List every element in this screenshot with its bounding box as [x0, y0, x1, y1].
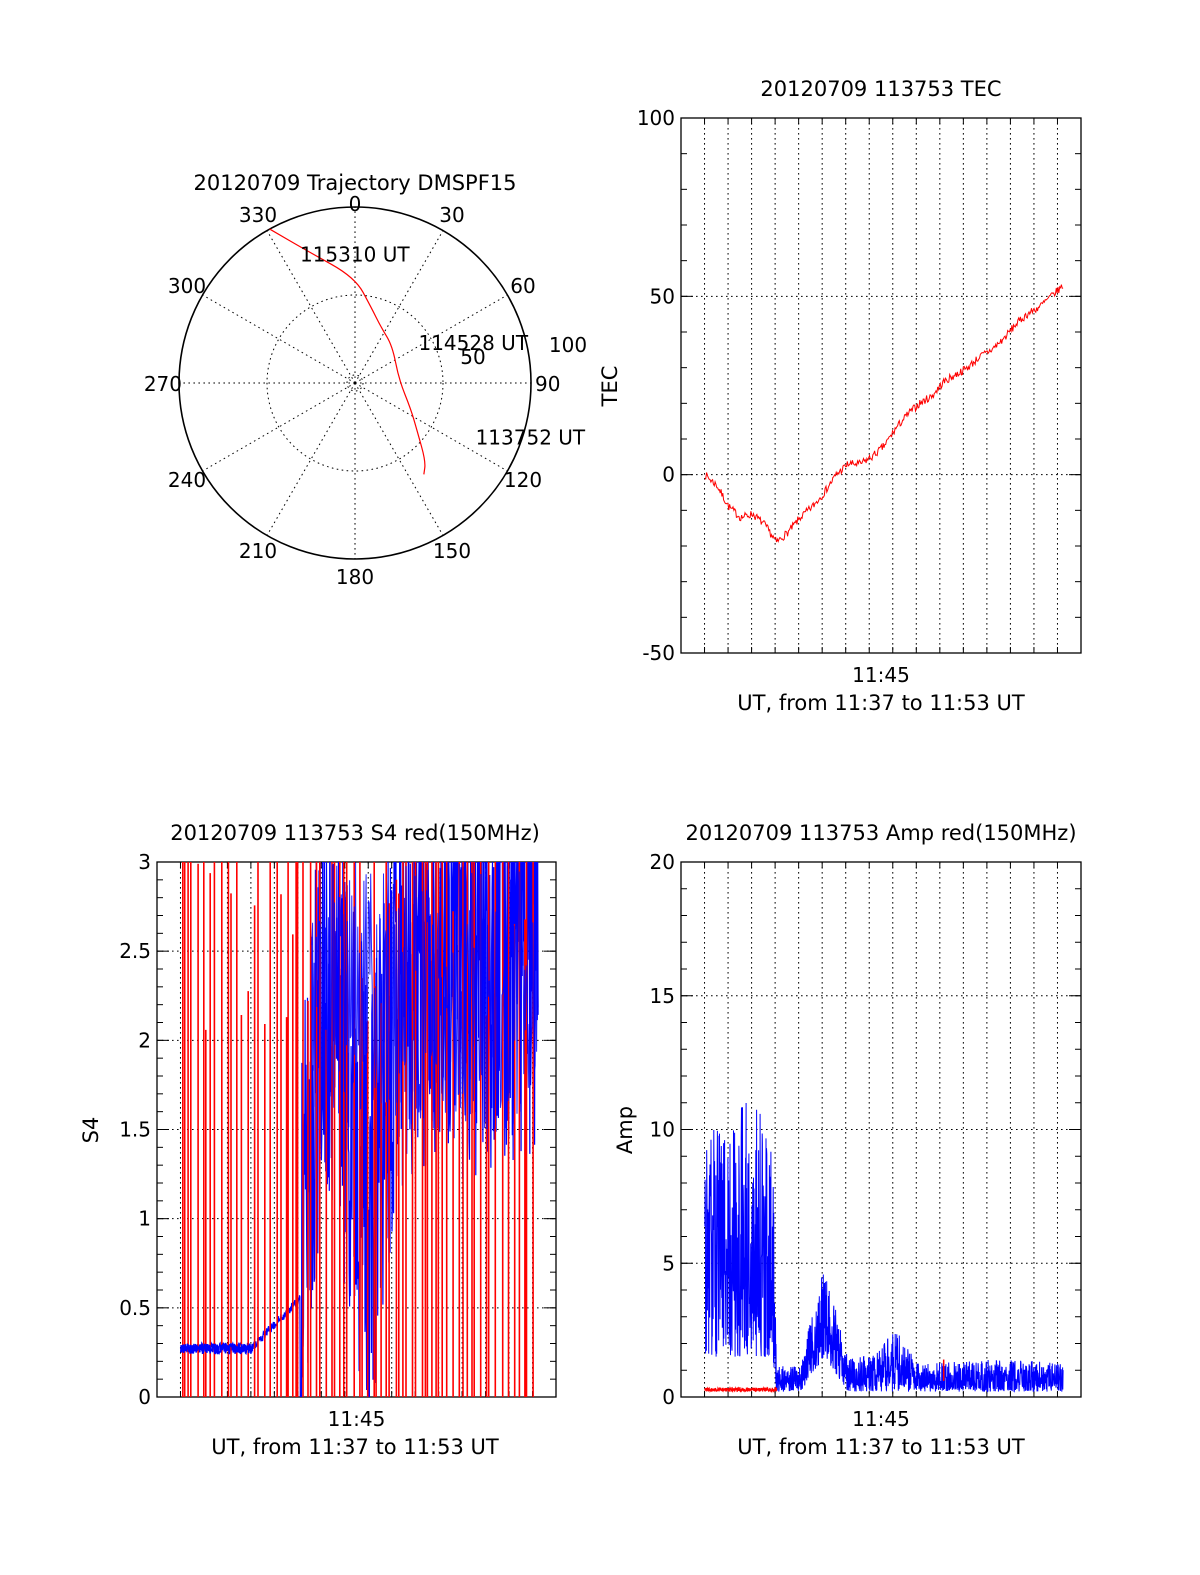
amp-line-chart: 20120709 113753 Amp red(150MHz) Amp UT, …: [613, 821, 1082, 1459]
polar-angle-tick-330: 330: [239, 203, 277, 227]
polar-angle-tick-120: 120: [504, 468, 542, 492]
tec-x-ticks: [704, 118, 1058, 653]
s4-red-series-line: [182, 862, 534, 1397]
polar-angle-tick-210: 210: [239, 539, 277, 563]
polar-annotations: 115310 UT 114528 UT 113752 UT: [300, 242, 586, 449]
s4-y-tick-label: 2: [138, 1028, 151, 1052]
amp-x-ticks: [704, 862, 1058, 1397]
amp-red-series-line: [704, 1386, 778, 1393]
s4-x-tick-label: 11:45: [328, 1407, 386, 1431]
s4-chart-title: 20120709 113753 S4 red(150MHz): [170, 821, 540, 845]
polar-ring-50: [266, 294, 444, 472]
amp-blue-series-line: [704, 1102, 1064, 1393]
trajectory-time-label-0: 115310 UT: [300, 242, 410, 266]
trajectory-line: [269, 228, 426, 475]
polar-plot-title: 20120709 Trajectory DMSPF15: [193, 171, 516, 195]
amp-y-tick-label: 0: [662, 1385, 675, 1409]
tec-chart-title: 20120709 113753 TEC: [760, 77, 1001, 101]
polar-angle-labels: 0 30 60 90 120 150 180 210 240 270 300 330 50 100: [144, 192, 587, 589]
amp-grid: [681, 862, 1081, 1397]
tec-x-axis-label: UT, from 11:37 to 11:53 UT: [737, 691, 1025, 715]
polar-angle-tick-60: 60: [510, 274, 535, 298]
amp-y-tick-label: 15: [650, 984, 675, 1008]
trajectory-time-label-1: 114528 UT: [418, 331, 528, 355]
s4-y-tick-label: 1.5: [119, 1118, 151, 1142]
s4-plot-area: [180, 862, 539, 1397]
s4-y-tick-label: 0: [138, 1385, 151, 1409]
tec-series-line: [704, 284, 1064, 544]
polar-outer-ring: [178, 206, 532, 560]
tec-plot-frame: [680, 117, 1082, 654]
s4-x-axis-label: UT, from 11:37 to 11:53 UT: [211, 1435, 499, 1459]
tec-y-axis-label: TEC: [598, 366, 622, 408]
polar-radial-tick-100: 100: [549, 333, 587, 357]
tec-line-chart: 20120709 113753 TEC TEC UT, from 11:37 t…: [598, 77, 1082, 715]
polar-spoke: [202, 294, 356, 384]
amp-x-tick-label: 11:45: [852, 1407, 910, 1431]
s4-blue-low-band: [180, 1341, 254, 1356]
polar-angle-tick-30: 30: [439, 203, 464, 227]
polar-spoke: [354, 382, 444, 536]
trajectory-polar-plot: 20120709 Trajectory DMSPF15 0 30 60 90 120 15…: [144, 171, 587, 589]
s4-y-tick-label: 3: [138, 850, 151, 874]
polar-angle-tick-90: 90: [535, 372, 560, 396]
s4-y-tick-label: 2.5: [119, 939, 151, 963]
polar-angle-tick-270: 270: [144, 372, 182, 396]
polar-angle-tick-180: 180: [336, 565, 374, 589]
amp-y-tick-label: 10: [650, 1118, 675, 1142]
tec-grid: [681, 118, 1081, 653]
amp-y-ticks: 0 5 10 15 20: [650, 850, 1081, 1409]
tec-y-ticks: -50 0 50 100: [637, 106, 1081, 665]
polar-angle-tick-300: 300: [168, 274, 206, 298]
tec-y-tick-label: -50: [642, 641, 675, 665]
tec-x-tick-label: 11:45: [852, 663, 910, 687]
polar-angle-tick-0: 0: [349, 192, 362, 216]
polar-spoke: [266, 382, 356, 536]
amp-y-tick-label: 5: [662, 1251, 675, 1275]
amp-y-axis-label: Amp: [613, 1106, 637, 1154]
s4-line-chart: 20120709 113753 S4 red(150MHz) S4 UT, fr…: [79, 821, 557, 1459]
tec-y-tick-label: 100: [637, 106, 675, 130]
s4-y-ticks: 0 0.5 1 1.5 2 2.5 3: [119, 850, 556, 1409]
amp-x-axis-label: UT, from 11:37 to 11:53 UT: [737, 1435, 1025, 1459]
amp-chart-title: 20120709 113753 Amp red(150MHz): [685, 821, 1076, 845]
polar-angle-tick-240: 240: [168, 468, 206, 492]
polar-angle-tick-150: 150: [433, 539, 471, 563]
s4-y-tick-label: 0.5: [119, 1296, 151, 1320]
polar-center-ring: [346, 374, 364, 392]
polar-radial-tick-50: 50: [460, 345, 485, 369]
polar-grid: [179, 207, 531, 559]
amp-y-tick-label: 20: [650, 850, 675, 874]
s4-y-tick-label: 1: [138, 1207, 151, 1231]
polar-spoke: [202, 382, 356, 472]
s4-y-axis-label: S4: [79, 1117, 103, 1144]
trajectory-time-label-2: 113752 UT: [476, 426, 586, 450]
tec-y-tick-label: 0: [662, 463, 675, 487]
tec-y-tick-label: 50: [650, 284, 675, 308]
s4-blue-overlay-line: [311, 862, 539, 1130]
